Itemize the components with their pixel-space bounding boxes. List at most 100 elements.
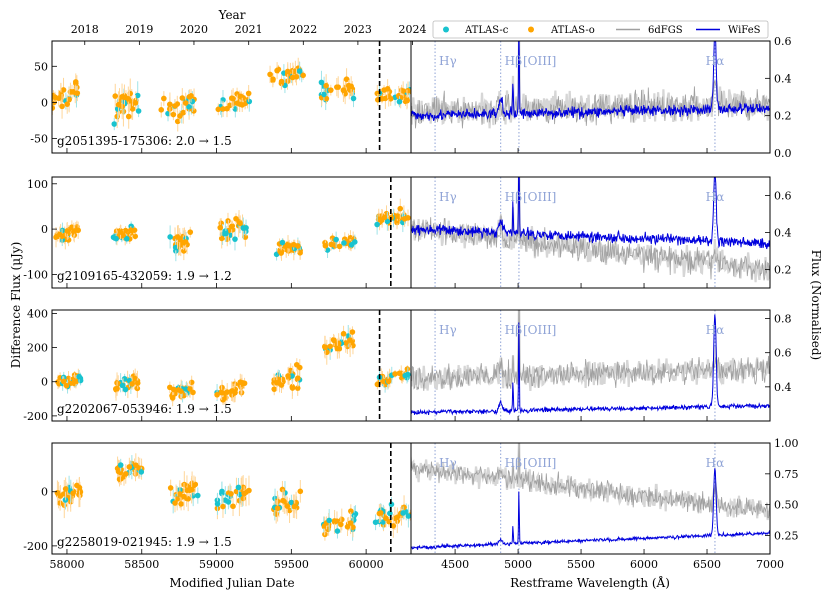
atlas-o-point	[182, 239, 189, 245]
atlas-o-point	[239, 102, 246, 108]
object-label: g2109165-432059: 1.9 → 1.2	[57, 269, 232, 283]
lc-ytick-label: 200	[27, 342, 48, 355]
sixdf-spectrum-band	[411, 177, 770, 283]
atlas-o-point	[347, 337, 353, 343]
light-curve	[54, 453, 411, 541]
atlas-c-point	[195, 492, 201, 499]
atlas-o-point	[71, 228, 78, 234]
atlas-o-point	[392, 371, 398, 377]
lc-xtick-label: 58000	[49, 558, 84, 571]
atlas-o-point	[323, 82, 329, 89]
atlas-o-point	[385, 378, 392, 385]
atlas-c-point	[138, 469, 145, 475]
atlas-o-point	[349, 329, 356, 335]
year-tick-label: 2019	[125, 23, 153, 36]
atlas-o-point	[274, 67, 280, 74]
spectra	[411, 177, 770, 288]
lc-xtick-label: 58500	[124, 558, 159, 571]
emission-line-label: [OIII]	[523, 54, 556, 68]
sp-ytick-label: 1.00	[774, 437, 799, 450]
atlas-o-point	[274, 380, 280, 386]
atlas-o-point	[64, 228, 71, 234]
atlas-o-point	[52, 105, 56, 111]
lc-ytick-label: -200	[23, 540, 48, 553]
atlas-o-point	[122, 471, 129, 477]
atlas-o-point	[385, 93, 392, 100]
atlas-o-point	[290, 241, 297, 248]
lc-ytick-label: 400	[27, 307, 48, 320]
atlas-o-point	[55, 95, 62, 102]
atlas-c-point	[341, 240, 347, 246]
atlas-o-point	[158, 107, 165, 113]
atlas-c-point	[123, 235, 130, 242]
atlas-o-point	[169, 395, 176, 401]
year-axis: 2018 2019 2020 2021 2022 2023 2024	[71, 23, 426, 45]
atlas-c-point	[219, 488, 225, 495]
atlas-o-point	[340, 87, 347, 94]
lc-ytick-label: 0	[41, 96, 48, 109]
atlas-c-point	[288, 499, 295, 506]
lc-ytick-label: 0	[41, 376, 48, 389]
atlas-o-point	[182, 100, 189, 106]
lc-ytick-label: 0	[41, 486, 48, 499]
emission-line-label: Hγ	[439, 190, 457, 204]
panel-1: Hγ Hβ [OIII] Hα -50 0 50 0.0 0.2 0.4 0.6 g2051395-1…	[30, 35, 791, 160]
object-label: g2258019-021945: 1.9 → 1.5	[57, 535, 232, 549]
atlas-o-point	[132, 233, 139, 240]
sp-xtick-label: 5500	[567, 558, 595, 571]
emission-line-label: Hγ	[439, 456, 457, 470]
panel-2: Hγ Hβ [OIII] Hα -100 0 100 0.2 0.4 0.6 g2109165-43…	[23, 176, 792, 289]
atlas-o-point	[177, 491, 183, 497]
atlas-o-point	[230, 503, 236, 510]
atlas-o-point	[279, 486, 286, 493]
atlas-c-point	[384, 218, 391, 225]
atlas-o-point	[178, 501, 184, 507]
spectra	[411, 310, 770, 421]
atlas-o-point	[217, 224, 224, 231]
atlas-o-point	[404, 97, 411, 104]
sixdf-spectrum	[411, 177, 770, 281]
atlas-o-point	[397, 205, 404, 212]
legend-6dfgs-label: 6dFGS	[648, 25, 683, 36]
emission-line-label: Hα	[706, 323, 725, 337]
atlas-o-point	[127, 90, 134, 97]
legend-atlas-c-marker	[443, 26, 449, 33]
emission-line-label: Hγ	[439, 54, 457, 68]
top-axis-title: Year	[218, 8, 246, 22]
atlas-o-point	[300, 72, 306, 79]
atlas-o-point	[116, 476, 123, 483]
atlas-o-point	[218, 235, 225, 242]
atlas-o-point	[297, 488, 304, 495]
atlas-o-point	[284, 503, 291, 509]
sp-ytick-label: 0.8	[774, 313, 792, 326]
atlas-o-point	[338, 521, 344, 528]
atlas-o-point	[278, 250, 284, 256]
atlas-c-point	[279, 239, 286, 246]
lc-xtick-label: 60000	[349, 558, 384, 571]
atlas-o-point	[125, 96, 132, 102]
atlas-o-point	[66, 96, 72, 103]
year-tick-label: 2023	[344, 23, 372, 36]
atlas-o-point	[69, 89, 75, 95]
lc-ytick-label: -100	[23, 268, 48, 281]
atlas-o-point	[129, 106, 136, 112]
legend-wifes-label: WiFeS	[728, 25, 761, 36]
object-label: g2051395-175306: 2.0 → 1.5	[57, 134, 232, 148]
spectra	[411, 443, 770, 554]
atlas-o-point	[187, 229, 194, 235]
atlas-o-point	[174, 118, 181, 125]
year-tick-label: 2020	[180, 23, 208, 36]
year-tick-label: 2022	[289, 23, 317, 36]
atlas-c-point	[405, 513, 411, 519]
atlas-o-point	[379, 96, 385, 102]
sp-ytick-label: 0.25	[774, 530, 799, 543]
atlas-c-point	[223, 230, 229, 237]
lc-ytick-label: -200	[23, 410, 48, 423]
atlas-o-point	[295, 375, 301, 381]
atlas-o-point	[126, 464, 133, 470]
atlas-o-point	[334, 84, 340, 90]
wifes-spectrum	[411, 468, 770, 551]
atlas-o-point	[172, 500, 178, 506]
x-left-label: Modified Julian Date	[169, 576, 294, 590]
